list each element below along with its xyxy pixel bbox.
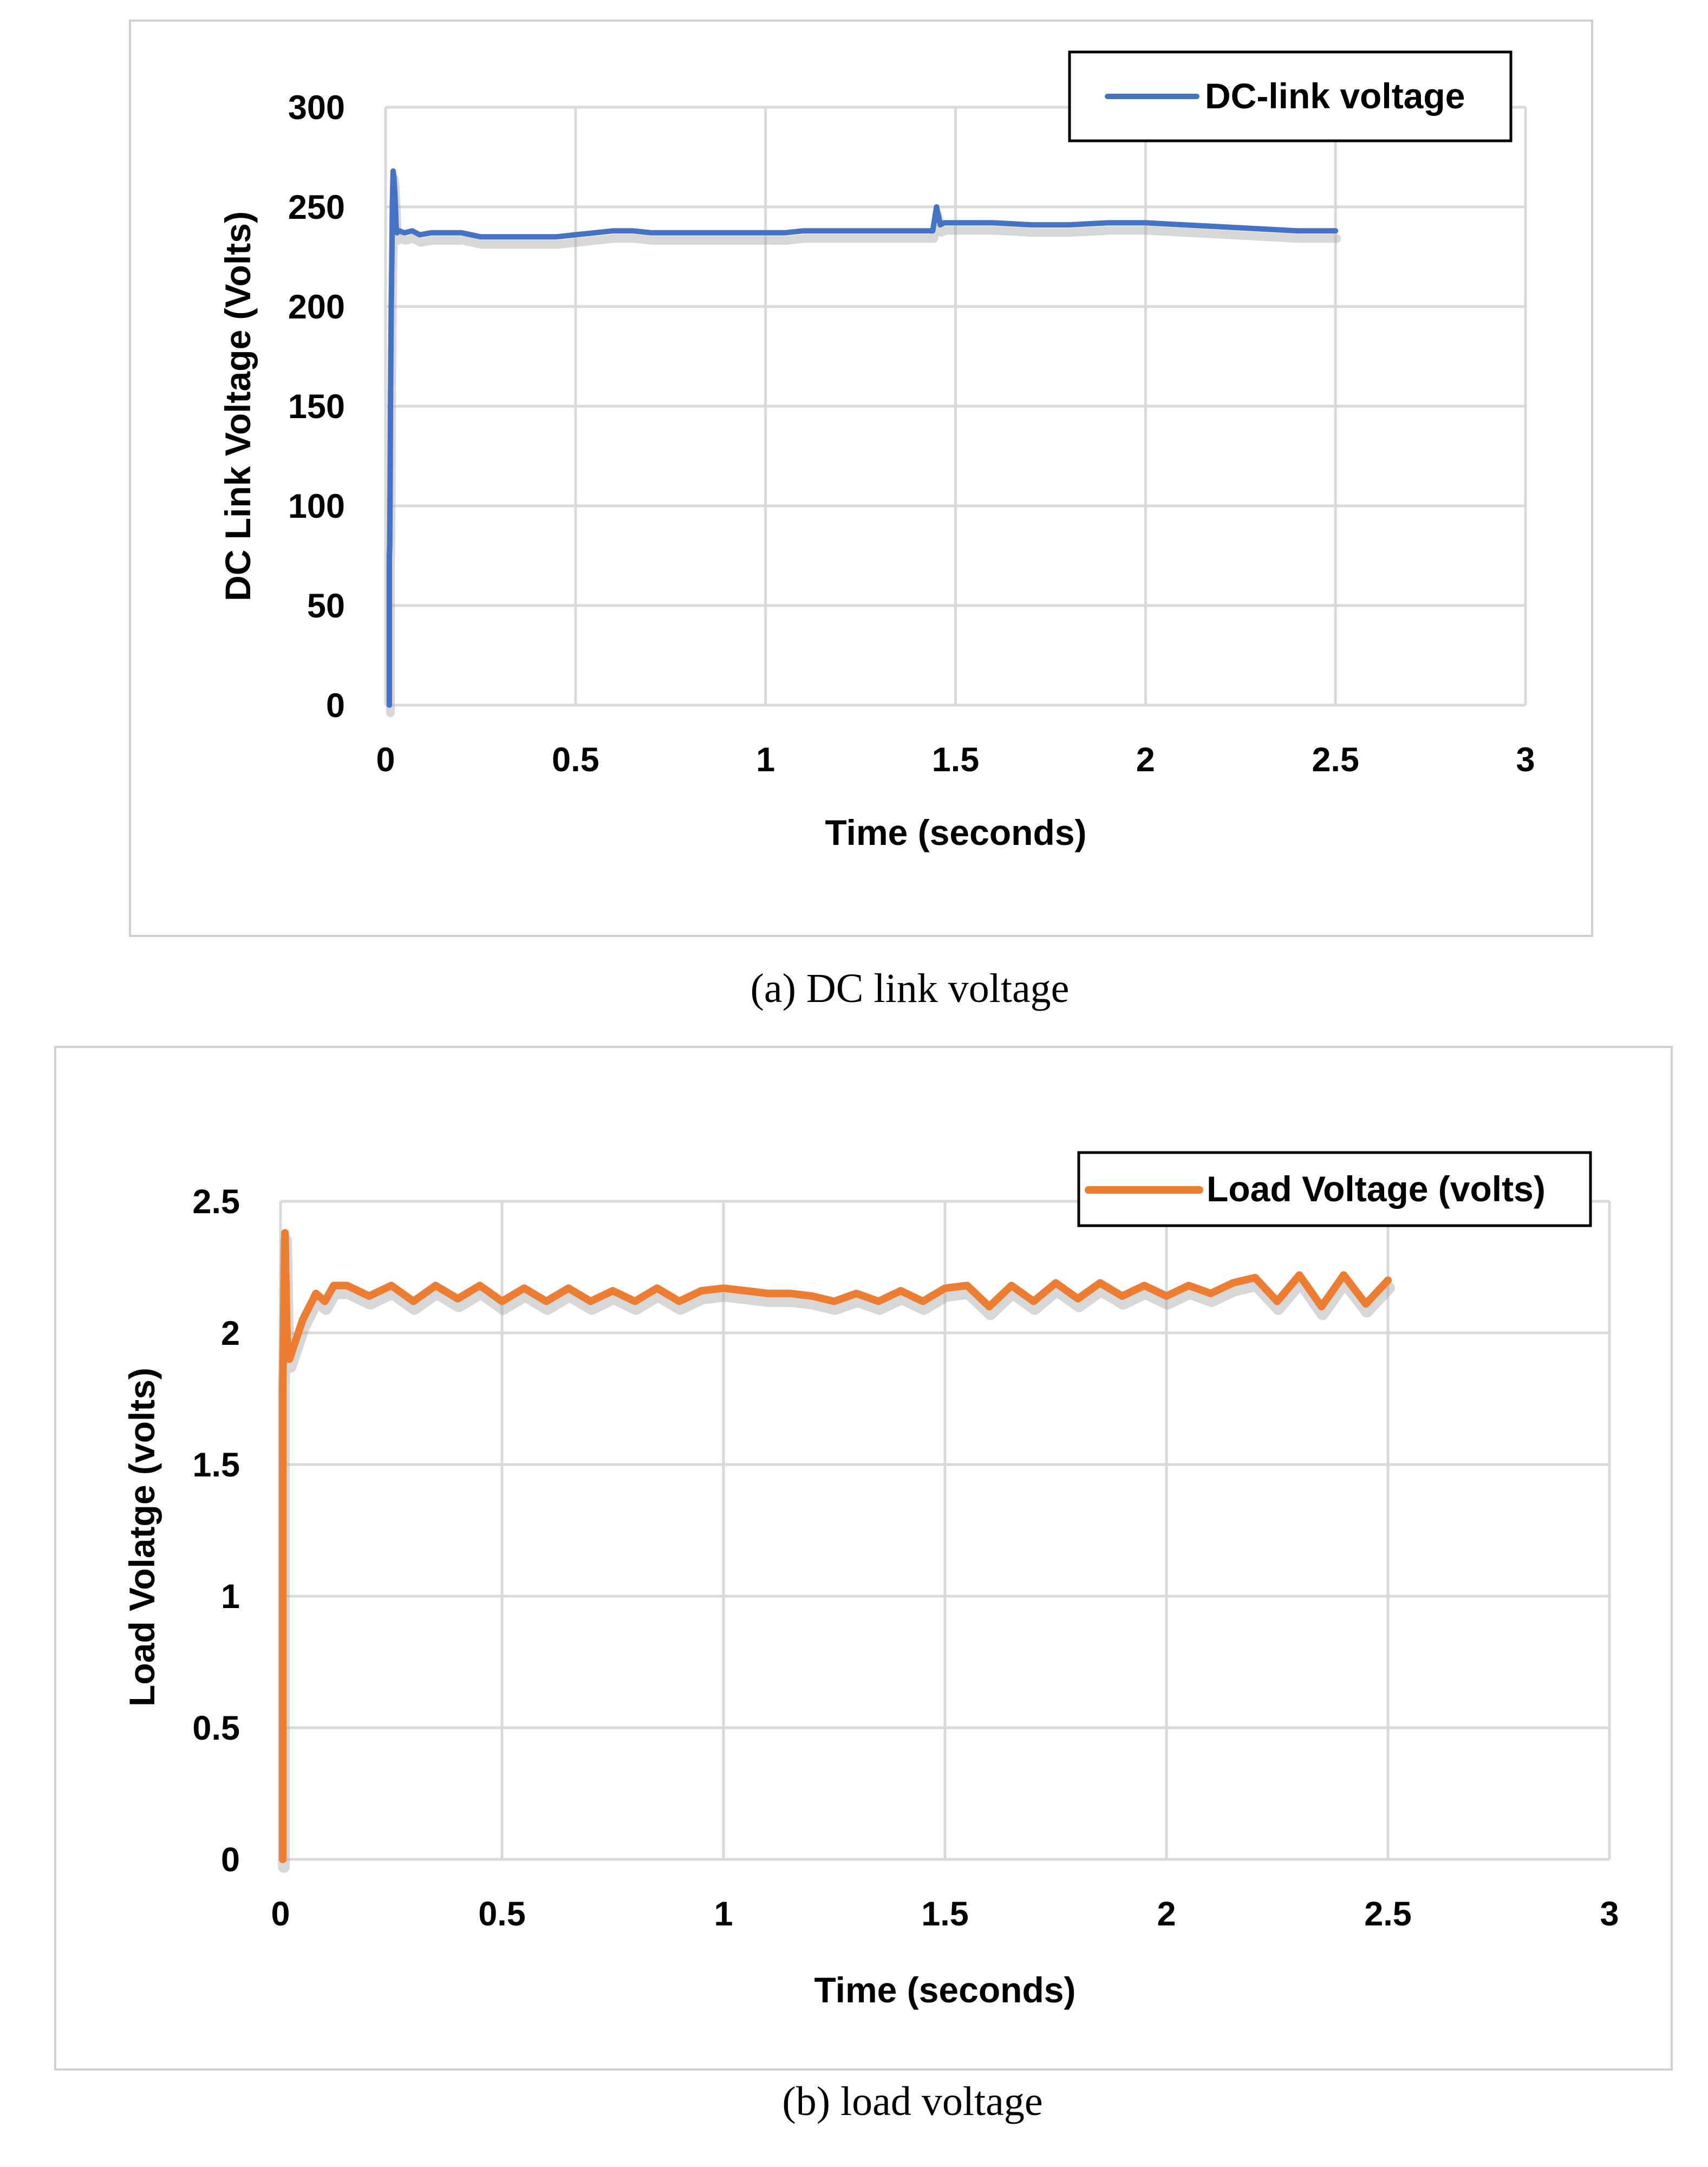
- b-x-tick-label: 0.5: [478, 1895, 526, 1933]
- chart-a-gridlines: [384, 106, 1527, 707]
- chart-a-x-tick-labels: 0 0.5 1 1.5 2 2.5 3: [376, 741, 1535, 779]
- chart-b-legend: Load Voltage (volts): [1077, 1151, 1592, 1227]
- b-y-tick-label: 1: [221, 1578, 240, 1616]
- chart-b-y-axis-title: Load Volatge (volts): [122, 1368, 162, 1707]
- chart-a-legend-label: DC-link voltage: [1205, 76, 1465, 116]
- chart-a-series-line-dc-link-voltage: [387, 168, 1339, 708]
- b-y-tick-label: 2: [221, 1314, 240, 1352]
- a-y-tick-label: 50: [307, 587, 345, 625]
- a-y-tick-label: 100: [288, 487, 345, 525]
- b-y-tick-label: 1.5: [192, 1446, 240, 1484]
- a-x-tick-label: 2.5: [1312, 741, 1359, 779]
- b-x-tick-label: 1: [714, 1895, 733, 1933]
- b-y-tick-label: 0: [221, 1841, 240, 1879]
- a-y-tick-label: 0: [326, 687, 345, 725]
- chart-a-legend: DC-link voltage: [1068, 50, 1513, 142]
- chart-a-y-axis-title: DC Link Voltage (Volts): [218, 211, 258, 601]
- chart-b-x-tick-labels: 0 0.5 1 1.5 2 2.5 3: [271, 1895, 1619, 1933]
- chart-b-caption: (b) load voltage: [782, 2079, 1042, 2124]
- b-y-tick-label: 2.5: [192, 1183, 240, 1221]
- chart-b-y-tick-labels: 0 0.5 1 1.5 2 2.5: [192, 1183, 240, 1879]
- chart-dc-link-voltage: 0 50 100 150 200 250 300 0 0.5 1 1.5 2 2.5 3 Time (s…: [129, 19, 1593, 937]
- b-x-tick-label: 0: [271, 1895, 290, 1933]
- a-x-tick-label: 0.5: [552, 741, 599, 779]
- b-x-tick-label: 3: [1600, 1895, 1619, 1933]
- a-y-tick-label: 250: [288, 188, 345, 226]
- chart-a-y-tick-labels: 0 50 100 150 200 250 300: [288, 89, 345, 725]
- b-x-tick-label: 1.5: [921, 1895, 969, 1933]
- chart-a-x-axis-title: Time (seconds): [825, 812, 1087, 853]
- a-y-tick-label: 300: [288, 89, 345, 127]
- a-x-tick-label: 2: [1136, 741, 1155, 779]
- a-x-tick-label: 1.5: [932, 741, 980, 779]
- a-y-tick-label: 150: [288, 388, 345, 426]
- chart-a-frame: [129, 19, 1593, 937]
- chart-b-x-axis-title: Time (seconds): [814, 1970, 1076, 2010]
- chart-b-series-line-load-voltage: [279, 1229, 1392, 1863]
- b-x-tick-label: 2.5: [1364, 1895, 1412, 1933]
- b-x-tick-label: 2: [1157, 1895, 1176, 1933]
- chart-b-legend-label: Load Voltage (volts): [1207, 1169, 1546, 1209]
- chart-b-series-shadow: [278, 1234, 1395, 1873]
- b-y-tick-label: 0.5: [192, 1709, 240, 1747]
- chart-a-caption: (a) DC link voltage: [751, 966, 1070, 1011]
- a-y-tick-label: 200: [288, 288, 345, 326]
- a-x-tick-label: 3: [1516, 741, 1535, 779]
- chart-load-voltage: 0 0.5 1 1.5 2 2.5 0 0.5 1 1.5 2 2.5 3 Time (seconds…: [54, 1046, 1673, 2071]
- a-x-tick-label: 0: [376, 741, 395, 779]
- a-x-tick-label: 1: [756, 741, 775, 779]
